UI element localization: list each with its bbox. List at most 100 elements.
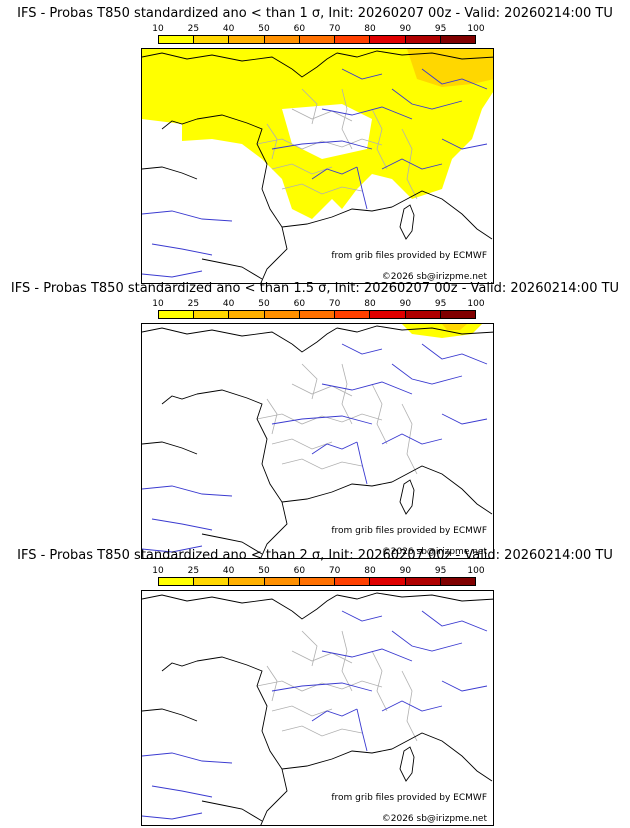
colorbar-tick-label: 25 <box>187 299 200 309</box>
copyright-credit: ©2026 sb@irizpme.net <box>381 547 487 557</box>
colorbar-tick-label: 70 <box>328 566 341 576</box>
river-line <box>142 270 203 278</box>
colorbar-segment <box>159 36 195 43</box>
map-panel-2: IFS - Probas T850 standardized ano < tha… <box>0 281 630 559</box>
river-line <box>142 545 203 553</box>
probability-area-yellow <box>402 324 482 338</box>
coastline <box>391 190 493 240</box>
colorbar <box>158 310 476 319</box>
colorbar-segment <box>440 36 475 43</box>
colorbar-tick-label: 100 <box>467 299 485 309</box>
colorbar-tick-label: 10 <box>152 24 164 34</box>
colorbar-segment <box>194 36 230 43</box>
colorbar-segment <box>229 578 265 585</box>
panel-title: IFS - Probas T850 standardized ano < tha… <box>17 548 613 563</box>
river-line <box>391 630 463 652</box>
colorbar-tick-label: 90 <box>399 299 412 309</box>
map-panel-3: IFS - Probas T850 standardized ano < tha… <box>0 548 630 826</box>
source-credit: from grib files provided by ECMWF <box>331 793 487 803</box>
colorbar-tick-label: 10 <box>152 566 164 576</box>
river-line <box>441 413 488 425</box>
colorbar-tick-label: 80 <box>364 566 376 576</box>
colorbar-segment <box>264 311 300 318</box>
coastline <box>142 52 293 70</box>
probability-gap <box>282 104 372 159</box>
probability-map: from grib files provided by ECMWF ©2026 … <box>141 48 494 284</box>
coastline <box>161 118 198 130</box>
river-line <box>321 381 413 395</box>
colorbar-tick-label: 70 <box>328 299 341 309</box>
river-line <box>151 785 213 798</box>
river-line <box>142 752 233 764</box>
colorbar-tick-label: 50 <box>258 24 270 34</box>
river-line <box>142 812 203 820</box>
region-border <box>281 458 363 470</box>
region-border <box>371 108 388 170</box>
coastline <box>142 594 293 612</box>
source-credit: from grib files provided by ECMWF <box>331 526 487 536</box>
colorbar-segment <box>159 578 195 585</box>
river-line <box>321 648 413 662</box>
colorbar-segment <box>159 311 195 318</box>
river-line <box>271 415 373 425</box>
colorbar-segment <box>440 578 475 585</box>
region-border <box>266 398 278 435</box>
colorbar-segment <box>194 578 230 585</box>
map-svg <box>142 49 493 283</box>
colorbar-segment <box>299 578 336 585</box>
region-border <box>281 725 363 737</box>
coastline <box>336 592 493 602</box>
colorbar <box>158 577 476 586</box>
colorbar-segment <box>194 311 230 318</box>
coastline <box>291 594 338 620</box>
river-line <box>441 680 488 692</box>
region-border <box>281 183 363 195</box>
coastline <box>291 327 338 353</box>
map-panel-1: IFS - Probas T850 standardized ano < tha… <box>0 6 630 284</box>
river-line <box>311 708 358 722</box>
coastline <box>161 660 198 672</box>
region-border <box>256 680 383 692</box>
colorbar-segment <box>264 36 300 43</box>
panel-title: IFS - Probas T850 standardized ano < tha… <box>10 281 620 296</box>
river-line <box>341 68 383 80</box>
river-line <box>356 166 368 210</box>
coastline <box>391 465 493 515</box>
coastline <box>281 481 393 503</box>
colorbar-segment <box>335 578 371 585</box>
colorbar-segment <box>299 36 336 43</box>
region-border <box>301 88 318 125</box>
colorbar-tick-label: 60 <box>293 566 306 576</box>
colorbar-segment <box>405 311 441 318</box>
colorbar-segment <box>299 311 336 318</box>
region-border <box>291 108 353 122</box>
river-line <box>381 158 443 170</box>
region-border <box>401 128 418 200</box>
coastline <box>161 393 198 405</box>
region-border <box>256 138 383 150</box>
colorbar-segment <box>229 36 265 43</box>
river-line <box>421 610 488 632</box>
river-line <box>421 343 488 365</box>
coastline <box>281 748 393 770</box>
coastline <box>196 656 288 825</box>
colorbar-segment <box>370 311 406 318</box>
region-border <box>341 88 353 150</box>
coastline <box>399 746 415 782</box>
colorbar-tick-label: 100 <box>467 24 485 34</box>
region-border <box>271 438 333 450</box>
coastline <box>399 204 415 240</box>
coastline <box>201 800 263 822</box>
colorbar-ticks: 10 25 40 50 60 70 80 90 95 100 <box>152 24 484 34</box>
region-border <box>401 403 418 475</box>
colorbar-ticks: 10 25 40 50 60 70 80 90 95 100 <box>152 299 484 309</box>
river-line <box>142 485 233 497</box>
river-line <box>391 88 463 110</box>
river-line <box>311 441 358 455</box>
coastline <box>201 258 263 280</box>
colorbar-ticks: 10 25 40 50 60 70 80 90 95 100 <box>152 566 484 576</box>
colorbar-tick-label: 40 <box>222 24 235 34</box>
map-svg <box>142 592 493 825</box>
colorbar-segment <box>370 578 406 585</box>
river-line <box>441 138 488 150</box>
